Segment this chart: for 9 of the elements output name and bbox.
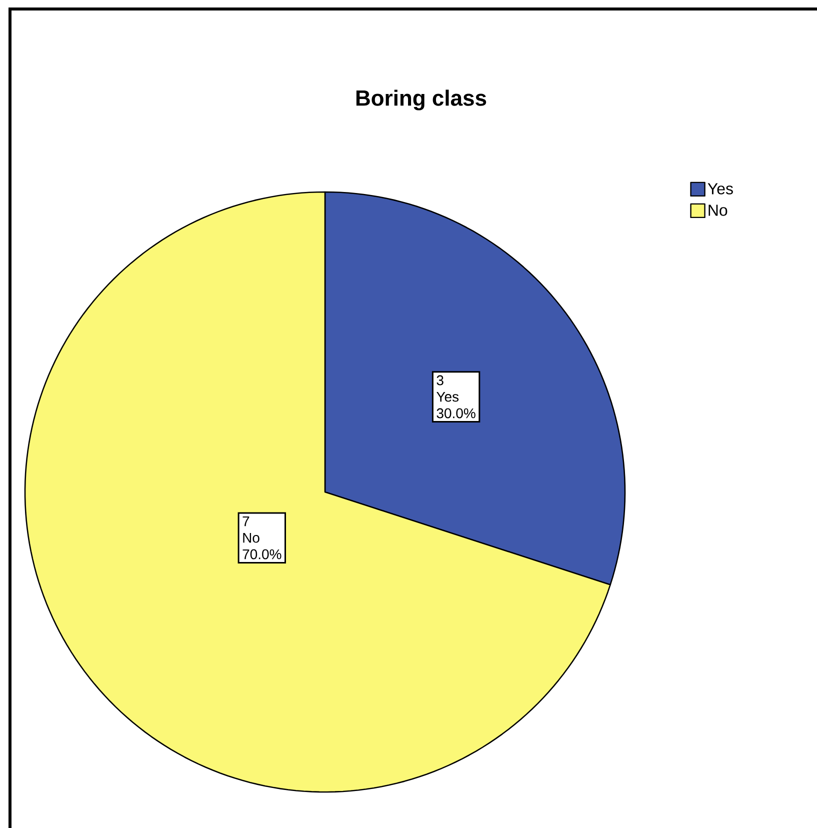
slice-label: No: [243, 532, 260, 543]
text: 7: [242, 516, 250, 526]
chart-title: Boring class: [356, 90, 486, 110]
legend-label: Yes: [708, 183, 733, 194]
data-label: 70.0%: [242, 549, 282, 560]
slice-label: Yes: [436, 392, 459, 402]
data-label: 30.0%: [436, 408, 476, 418]
text: 3: [436, 375, 444, 386]
legend-label: No: [708, 204, 728, 216]
